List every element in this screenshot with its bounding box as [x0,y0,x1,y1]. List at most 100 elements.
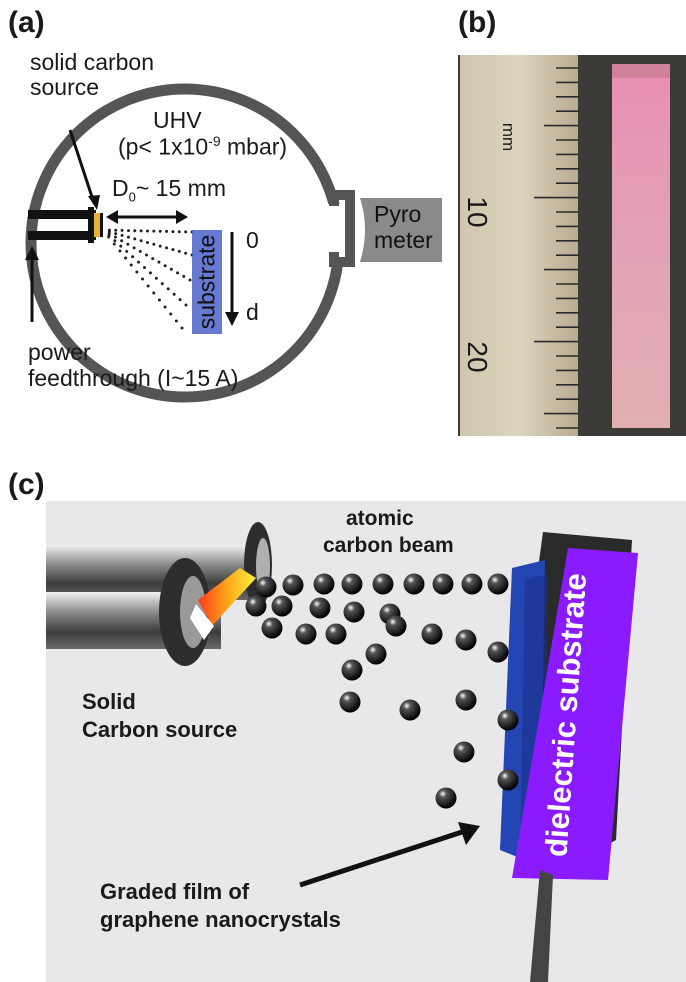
pyrometer-label-line2: meter [374,227,433,253]
distance-label: D0~ 15 mm [112,175,226,205]
beam-dot [118,249,122,253]
panel-label-b: (b) [458,6,497,39]
carbon-atom [341,573,363,595]
beam-dot [124,256,128,260]
carbon-atom [385,615,407,637]
source-c-label-line2: Carbon source [82,717,238,742]
beam-dot [126,235,130,239]
source-holder [88,207,94,243]
carbon-atom [455,689,477,711]
carbon-atom [245,595,267,617]
source-c-label-line1: Solid [82,689,136,714]
ruler-unit-label: mm [499,122,519,152]
carbon-atom [372,573,394,595]
carbon-atom [343,601,365,623]
beam-dot [145,253,148,257]
carbon-atom [271,595,293,617]
source-label-line1: solid carbon [30,49,155,75]
chamber-port [329,190,355,267]
beam-dot [120,239,124,243]
beam-dot [129,263,133,267]
beam-dot [182,274,186,278]
beam-dot [184,230,188,234]
beam-dot [141,277,144,281]
beam-dot [176,271,180,275]
beam-dot [151,257,155,261]
carbon-atom [282,574,304,596]
source-pointer-arrow [68,129,96,204]
carbon-atom [421,623,443,645]
beam-dot [119,244,123,248]
beam-dot [120,228,124,232]
beam-dot [169,267,173,271]
pyrometer-label-line1: Pyro [374,201,422,227]
beam-dot [178,298,182,302]
beam-dot [148,271,152,275]
beam-dot [184,251,188,255]
beam-dot [132,246,136,250]
carbon-atom [453,741,475,763]
beam-dot [143,266,146,269]
beam-dot [114,228,118,232]
beam-dot [146,241,149,244]
beam-dot [135,270,139,274]
beam-dot [133,237,137,241]
beam-dot [112,242,116,246]
beam-dot [177,230,181,234]
substrate-label: substrate [193,234,220,330]
beam-label-line2: carbon beam [323,534,454,557]
source-label-line2: source [30,74,100,100]
pyrometer [360,198,442,262]
beam-label-line1: atomic [346,507,414,530]
beam-dot [158,229,162,233]
glowing-carbon-source [198,568,256,626]
beam-dot [126,242,130,246]
beam-dot [166,287,170,291]
carbon-atom [313,573,335,595]
film-label-line1: Graded film of [100,879,250,904]
carbon-atom [341,659,363,681]
beam-dot [126,229,130,233]
ruler-tick-20-label: 20 [462,341,494,373]
substrate-stand [530,870,553,982]
beam-dot [146,284,150,288]
substrate-block [192,230,222,334]
chamber-diagram [25,83,442,403]
beam-dot [152,291,156,295]
feedthrough-rod-lower [28,231,96,240]
beam-dot [165,229,169,233]
beam-dot [171,248,175,252]
axis-zero-label: 0 [246,227,259,253]
carbon-atom [309,597,331,619]
carbon-atom [497,709,519,731]
ruler-tick-10-label: 10 [462,196,494,228]
carbon-atom [435,787,457,809]
beam-dot [146,229,149,233]
beam-dot [139,239,143,243]
feedthrough-rod-upper [28,210,96,219]
beam-dot [133,229,137,233]
beam-dot [184,303,188,307]
beam-dot [120,233,124,237]
dielectric-substrate [512,548,638,880]
beam-dot [158,244,162,248]
carbon-atom [399,699,421,721]
carbon-atom [325,623,347,645]
beam-dot [125,249,129,253]
beam-dot [113,235,117,239]
carbon-beam-dots [107,228,194,330]
carbon-source [94,213,100,237]
sample-substrate-pink [612,64,670,428]
panel-label-c: (c) [8,468,45,501]
carbon-atom [365,643,387,665]
beam-dot [139,229,143,233]
beam-dot [152,242,156,246]
beam-dot [157,298,161,302]
carbon-atom [403,573,425,595]
beam-dot [114,232,118,236]
axis-d-label: d [246,299,259,325]
sample-photo [458,55,686,436]
beam-dot [171,230,175,234]
carbon-atom [261,617,283,639]
carbon-atom [497,769,519,791]
